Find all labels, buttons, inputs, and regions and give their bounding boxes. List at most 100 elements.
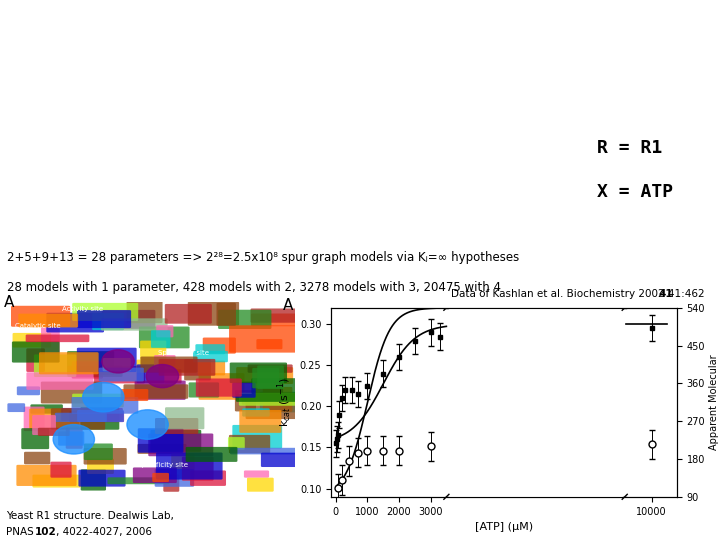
FancyBboxPatch shape <box>193 351 228 362</box>
FancyBboxPatch shape <box>11 306 70 327</box>
FancyBboxPatch shape <box>163 475 179 492</box>
FancyBboxPatch shape <box>260 392 320 413</box>
FancyBboxPatch shape <box>77 310 131 328</box>
FancyBboxPatch shape <box>229 435 270 453</box>
FancyBboxPatch shape <box>228 437 245 450</box>
FancyBboxPatch shape <box>30 409 79 429</box>
FancyBboxPatch shape <box>84 448 127 464</box>
Circle shape <box>127 410 168 440</box>
FancyBboxPatch shape <box>203 338 236 354</box>
Circle shape <box>53 424 94 454</box>
FancyBboxPatch shape <box>18 314 78 327</box>
FancyBboxPatch shape <box>41 382 102 403</box>
FancyBboxPatch shape <box>230 448 296 454</box>
FancyBboxPatch shape <box>30 404 63 414</box>
Circle shape <box>83 382 124 412</box>
FancyBboxPatch shape <box>195 344 225 354</box>
FancyBboxPatch shape <box>246 393 312 419</box>
FancyBboxPatch shape <box>61 408 123 421</box>
FancyBboxPatch shape <box>87 458 114 474</box>
Text: Data of Kashlan et al. Biochemistry 2002 41:462: Data of Kashlan et al. Biochemistry 2002… <box>451 289 705 299</box>
FancyBboxPatch shape <box>199 373 245 400</box>
FancyBboxPatch shape <box>69 411 124 422</box>
FancyBboxPatch shape <box>103 358 130 371</box>
FancyBboxPatch shape <box>150 430 202 452</box>
FancyBboxPatch shape <box>263 387 292 412</box>
FancyBboxPatch shape <box>235 390 256 411</box>
FancyBboxPatch shape <box>67 351 114 375</box>
FancyBboxPatch shape <box>7 403 25 412</box>
FancyBboxPatch shape <box>252 368 279 388</box>
FancyBboxPatch shape <box>78 470 125 487</box>
FancyBboxPatch shape <box>239 410 282 433</box>
Circle shape <box>102 350 135 373</box>
Text: PNAS: PNAS <box>6 527 37 537</box>
FancyBboxPatch shape <box>171 453 194 478</box>
FancyBboxPatch shape <box>58 431 84 446</box>
FancyBboxPatch shape <box>186 447 238 462</box>
FancyBboxPatch shape <box>239 393 297 406</box>
FancyBboxPatch shape <box>66 428 83 449</box>
FancyBboxPatch shape <box>127 300 163 323</box>
Text: Specificity site: Specificity site <box>158 350 209 356</box>
FancyBboxPatch shape <box>247 478 274 492</box>
FancyBboxPatch shape <box>38 428 70 436</box>
Text: Catalytic site: Catalytic site <box>191 487 236 493</box>
FancyBboxPatch shape <box>244 470 269 478</box>
FancyBboxPatch shape <box>188 302 239 326</box>
FancyBboxPatch shape <box>17 465 76 486</box>
Text: A: A <box>283 298 293 313</box>
Y-axis label: Apparent Molecular
Mass (kDa): Apparent Molecular Mass (kDa) <box>709 354 720 450</box>
FancyBboxPatch shape <box>156 453 222 480</box>
FancyBboxPatch shape <box>55 413 107 422</box>
FancyBboxPatch shape <box>77 410 124 422</box>
FancyBboxPatch shape <box>155 469 194 487</box>
FancyBboxPatch shape <box>12 341 60 362</box>
Text: 41: 41 <box>659 289 673 299</box>
FancyBboxPatch shape <box>196 379 242 397</box>
FancyBboxPatch shape <box>242 408 270 416</box>
FancyBboxPatch shape <box>198 361 225 375</box>
Text: A: A <box>4 295 14 310</box>
Text: Activity site: Activity site <box>62 491 103 497</box>
FancyBboxPatch shape <box>51 408 105 430</box>
FancyBboxPatch shape <box>152 473 169 482</box>
FancyBboxPatch shape <box>81 469 106 490</box>
FancyBboxPatch shape <box>229 325 297 353</box>
FancyBboxPatch shape <box>242 382 283 404</box>
Text: Yeast R1 structure. Dealwis Lab,: Yeast R1 structure. Dealwis Lab, <box>6 511 174 521</box>
FancyBboxPatch shape <box>137 364 165 383</box>
FancyBboxPatch shape <box>251 308 305 323</box>
FancyBboxPatch shape <box>236 367 293 384</box>
FancyBboxPatch shape <box>32 475 81 488</box>
FancyBboxPatch shape <box>251 314 309 326</box>
Text: , 4022-4027, 2006: , 4022-4027, 2006 <box>56 527 152 537</box>
FancyBboxPatch shape <box>184 359 211 380</box>
FancyBboxPatch shape <box>92 313 124 330</box>
Text: ATP-induced R1 Hexamerization: ATP-induced R1 Hexamerization <box>10 30 710 68</box>
FancyBboxPatch shape <box>189 382 219 397</box>
FancyBboxPatch shape <box>107 477 169 484</box>
FancyBboxPatch shape <box>261 453 307 467</box>
FancyBboxPatch shape <box>133 468 177 483</box>
Text: Specificity site: Specificity site <box>137 462 188 468</box>
FancyBboxPatch shape <box>17 387 40 395</box>
FancyBboxPatch shape <box>24 407 45 431</box>
FancyBboxPatch shape <box>101 319 168 330</box>
FancyBboxPatch shape <box>151 330 171 348</box>
FancyBboxPatch shape <box>158 359 215 376</box>
FancyBboxPatch shape <box>140 341 166 360</box>
FancyBboxPatch shape <box>165 304 212 323</box>
FancyBboxPatch shape <box>72 394 124 407</box>
Circle shape <box>146 364 179 388</box>
Y-axis label: k$_{cat}$ (s$^{-1}$): k$_{cat}$ (s$^{-1}$) <box>276 377 294 427</box>
Text: 102: 102 <box>35 527 57 537</box>
FancyBboxPatch shape <box>236 394 303 402</box>
Text: Activity site: Activity site <box>62 306 103 312</box>
FancyBboxPatch shape <box>22 428 49 449</box>
FancyBboxPatch shape <box>27 372 94 390</box>
FancyBboxPatch shape <box>46 313 104 333</box>
FancyBboxPatch shape <box>72 361 103 379</box>
Text: 2+5+9+13 = 28 parameters => 2²⁸=2.5x10⁸ spur graph models via Kⱼ=∞ hypotheses: 2+5+9+13 = 28 parameters => 2²⁸=2.5x10⁸ … <box>7 251 519 265</box>
FancyBboxPatch shape <box>233 425 282 448</box>
